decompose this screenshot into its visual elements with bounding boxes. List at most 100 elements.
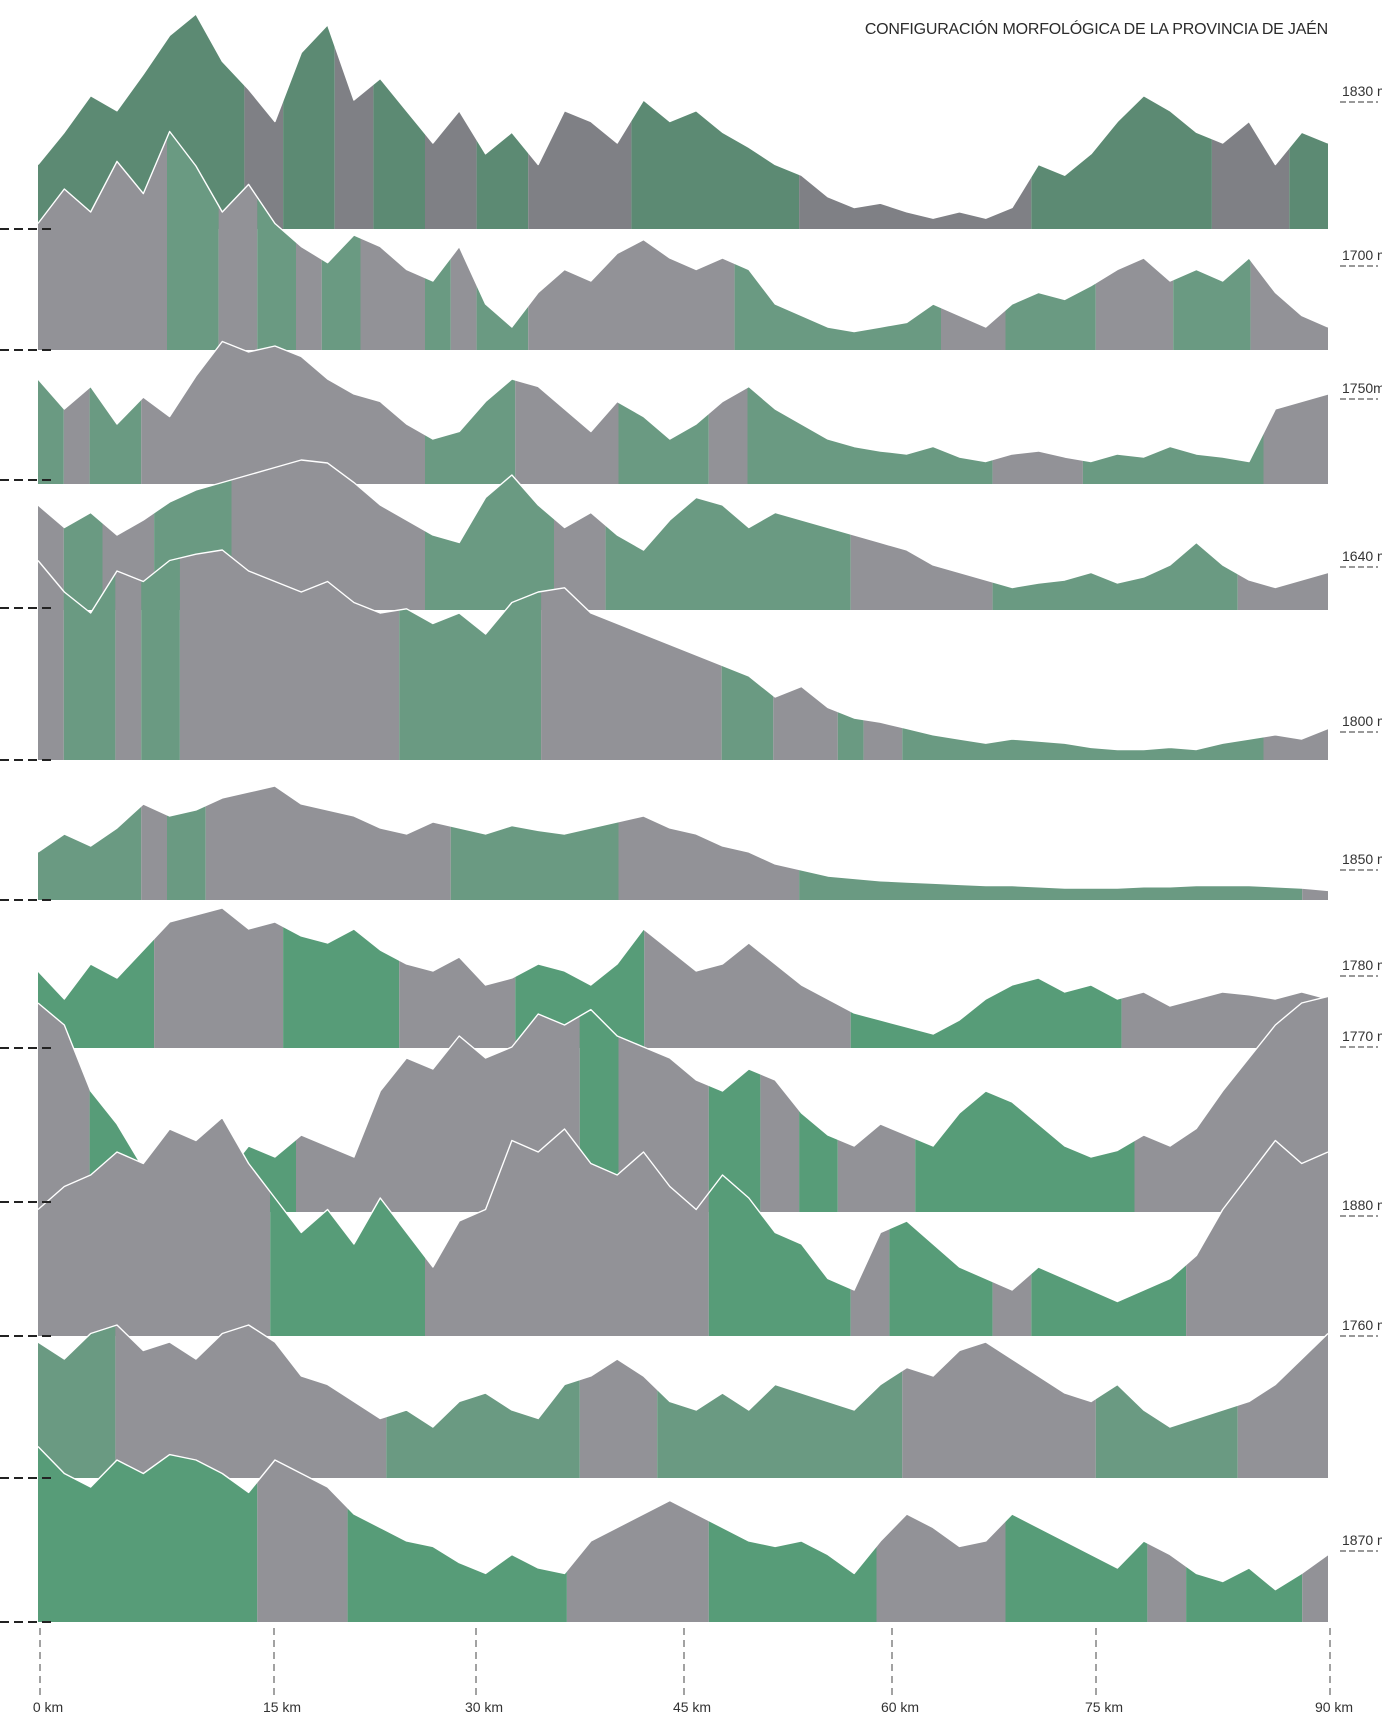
profile-2-segment-9 <box>450 246 477 350</box>
profile-3-segment-6 <box>515 379 619 484</box>
profile-1 <box>37 13 1329 229</box>
profile-11-segment-9 <box>1186 1566 1303 1622</box>
profile-5-segment-4 <box>141 558 180 760</box>
elevation-label-2: 1700 m <box>1342 247 1382 263</box>
profile-2-segment-6 <box>321 235 361 350</box>
axis-tick-label-2: 15 km <box>263 1699 301 1715</box>
profile-6 <box>37 785 1329 900</box>
axis-tick-label-6: 75 km <box>1085 1699 1123 1715</box>
profile-2-segment-8 <box>425 257 451 350</box>
profile-5-segment-3 <box>115 571 142 760</box>
profile-1-segment-10 <box>799 174 1032 229</box>
profile-3-segment-8 <box>708 387 748 484</box>
elevation-labels: 1830 m 1700 m 1750m 1640 m 1800 m 1850 m 1780 … <box>1340 83 1382 1552</box>
profile-2-segment-12 <box>734 263 941 350</box>
profile-7-ridge <box>37 907 1329 1035</box>
profile-8-ridge <box>37 995 1329 1180</box>
elevation-label-1: 1830 m <box>1342 83 1382 99</box>
profile-2-segment-2 <box>167 131 219 350</box>
profile-7-segment-1 <box>38 938 155 1048</box>
profile-5-segment-2 <box>63 573 116 760</box>
profile-11-segment-3 <box>347 1507 567 1622</box>
profile-7 <box>37 907 1329 1048</box>
profile-1-segment-9 <box>631 100 800 229</box>
profile-5-segment-6 <box>399 591 542 760</box>
profile-6-segment-2 <box>141 804 167 900</box>
profile-2-segment-14 <box>1005 282 1096 350</box>
profile-7-segment-4 <box>399 957 516 1048</box>
profile-10-segment-5 <box>657 1370 903 1478</box>
profile-7-segment-6 <box>644 929 851 1048</box>
profile-5-segment-12 <box>902 727 1264 760</box>
profile-2-segment-10 <box>476 284 529 350</box>
profile-6-segment-7 <box>799 869 1303 900</box>
profile-2-segment-15 <box>1095 258 1174 350</box>
profile-11-segment-1 <box>38 1446 258 1622</box>
profile-4-segment-5 <box>231 460 425 610</box>
profile-2-segment-1 <box>38 137 167 350</box>
profile-6-segment-8 <box>1302 888 1328 900</box>
profile-8-segment-10 <box>915 1091 1135 1212</box>
profile-6-segment-5 <box>450 821 619 900</box>
profile-9-segment-7 <box>992 1273 1032 1336</box>
profile-4-ridge <box>37 459 1329 589</box>
profile-7-segment-2 <box>154 908 284 1048</box>
profile-3-segment-5 <box>425 379 516 484</box>
profile-11-segment-6 <box>876 1514 1006 1622</box>
profile-5-segment-9 <box>773 686 838 760</box>
profile-1-segment-11 <box>1031 95 1212 229</box>
elevation-label-11: 1870 m <box>1342 1532 1382 1548</box>
profile-7-segment-7 <box>850 978 1122 1048</box>
profile-6-ridge <box>37 785 1329 892</box>
profile-10-segment-8 <box>1237 1333 1328 1478</box>
diagram-title: CONFIGURACIÓN MORFOLÓGICA DE LA PROVINCI… <box>865 19 1328 38</box>
profile-3-segment-10 <box>992 451 1083 484</box>
profile-4-segment-9 <box>850 534 993 610</box>
profile-2-segment-3 <box>218 184 258 350</box>
profile-4-segment-10 <box>992 542 1238 610</box>
profile-2-segment-5 <box>296 241 322 350</box>
profile-11-segment-8 <box>1147 1542 1187 1622</box>
profile-1-segment-3 <box>283 24 335 229</box>
profile-9-segment-4 <box>708 1175 851 1336</box>
profile-6-segment-6 <box>618 816 800 900</box>
profile-3-segment-12 <box>1263 394 1328 484</box>
profile-10-segment-7 <box>1095 1384 1238 1478</box>
profile-10-segment-3 <box>386 1379 580 1478</box>
profile-9-segment-3 <box>425 1129 709 1336</box>
profile-5-segment-5 <box>179 550 400 760</box>
profile-9-segment-5 <box>850 1228 890 1336</box>
profile-3-segment-7 <box>618 402 709 484</box>
profile-10-segment-1 <box>38 1325 116 1478</box>
elevation-label-5: 1800 m <box>1342 713 1382 729</box>
profile-7-segment-3 <box>283 926 400 1048</box>
profile-2-segment-11 <box>528 239 735 350</box>
profile-8-segment-1 <box>38 1003 90 1212</box>
profile-9-segment-8 <box>1031 1264 1187 1336</box>
profile-8-segment-7 <box>760 1073 800 1212</box>
profile-3-segment-3 <box>89 386 142 484</box>
profile-5-segment-13 <box>1263 728 1328 760</box>
elevation-label-6: 1850 m <box>1342 851 1382 867</box>
profile-5-segment-11 <box>863 719 903 760</box>
profile-9-segment-9 <box>1186 1140 1328 1336</box>
profile-2-ridge <box>37 130 1329 333</box>
profile-11-segment-7 <box>1005 1514 1148 1622</box>
profile-1-ridge <box>37 13 1329 219</box>
elevation-label-8: 1770 m <box>1342 1028 1382 1044</box>
axis-tick-label-4: 45 km <box>673 1699 711 1715</box>
profile-5-ridge <box>37 549 1329 751</box>
elevation-label-9: 1880 m <box>1342 1197 1382 1213</box>
elevation-label-7: 1780 m <box>1342 957 1382 973</box>
profile-10-ridge <box>37 1324 1329 1428</box>
profile-1-segment-4 <box>334 45 374 229</box>
axis-tick-label-5: 60 km <box>881 1699 919 1715</box>
profile-11-segment-5 <box>708 1520 877 1622</box>
profile-3 <box>37 340 1329 484</box>
profile-1-segment-5 <box>373 78 425 229</box>
profile-8-segment-9 <box>837 1124 916 1212</box>
elevation-label-10: 1760 m <box>1342 1317 1382 1333</box>
profile-11-segment-4 <box>566 1500 709 1622</box>
profile-2-segment-13 <box>941 307 1006 350</box>
left-guide-lines <box>0 228 52 1623</box>
